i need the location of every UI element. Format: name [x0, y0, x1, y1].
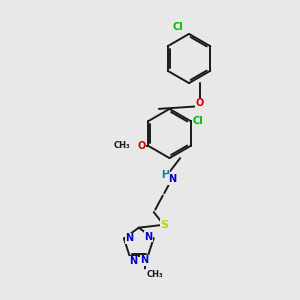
- Text: O: O: [137, 141, 146, 151]
- Text: O: O: [196, 98, 204, 108]
- Text: N: N: [140, 255, 148, 266]
- Text: N: N: [168, 174, 176, 184]
- Text: N: N: [144, 232, 152, 242]
- Text: N: N: [129, 256, 137, 266]
- Text: Cl: Cl: [173, 22, 184, 32]
- Text: N: N: [125, 233, 134, 244]
- Text: S: S: [160, 220, 168, 230]
- Text: H: H: [161, 169, 169, 180]
- Text: CH₃: CH₃: [114, 141, 130, 150]
- Text: Cl: Cl: [193, 116, 204, 126]
- Text: CH₃: CH₃: [147, 270, 163, 279]
